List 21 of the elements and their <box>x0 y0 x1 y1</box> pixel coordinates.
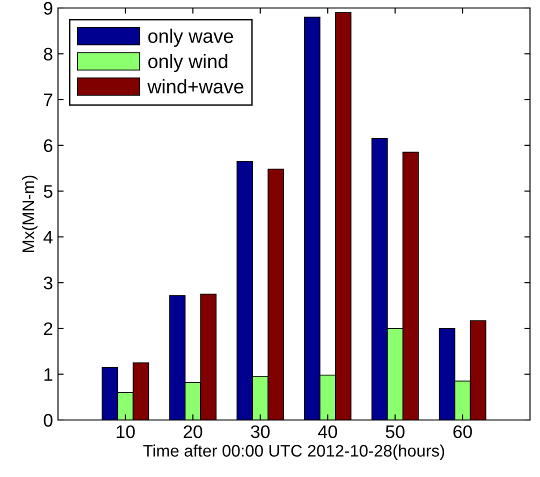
y-tick-label: 4 <box>44 231 53 244</box>
y-axis-title: Mx(MN-m) <box>22 176 38 252</box>
y-tick-label: 3 <box>44 276 52 290</box>
y-tick-label: 0 <box>44 414 52 427</box>
x-tick-label: 20 <box>184 425 202 438</box>
x-tick-label: 10 <box>116 425 135 438</box>
y-tick-label: 5 <box>44 185 52 198</box>
legend-label: only wave <box>148 28 234 47</box>
y-tick-label: 8 <box>44 48 52 60</box>
x-tick-label: 40 <box>318 425 338 438</box>
legend-label: only wind <box>148 54 228 72</box>
y-tick-label: 7 <box>44 94 52 106</box>
x-tick-label: 60 <box>453 425 472 438</box>
y-tick-label: 2 <box>44 322 52 335</box>
y-tick-label: 6 <box>44 139 52 152</box>
x-tick-label: 30 <box>250 425 270 438</box>
y-tick-label: 9 <box>44 2 52 15</box>
y-tick-label: 1 <box>44 368 52 381</box>
x-axis-title: Time after 00:00 UTC 2012-10-28(hours) <box>143 444 444 460</box>
x-tick-label: 50 <box>386 425 404 438</box>
legend-label: wind+wave <box>147 79 244 94</box>
